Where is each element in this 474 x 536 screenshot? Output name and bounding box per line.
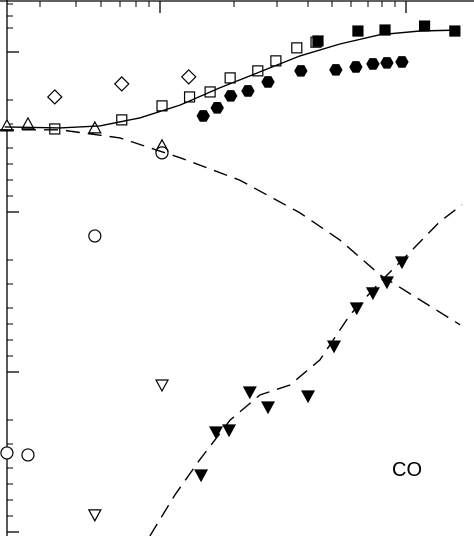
marker: [242, 386, 257, 400]
marker: [326, 340, 342, 354]
marker: [0, 118, 14, 132]
annotation: CO: [392, 459, 422, 481]
marker: [87, 120, 102, 134]
marker: [224, 72, 236, 84]
marker: [395, 56, 409, 68]
marker: [312, 35, 324, 47]
marker: [183, 91, 196, 103]
marker: [394, 256, 409, 270]
marker: [113, 76, 130, 92]
marker: [154, 379, 170, 393]
marker: [291, 42, 303, 54]
marker: [46, 89, 63, 105]
marker: [349, 61, 363, 73]
marker: [261, 76, 275, 88]
marker: [379, 276, 394, 290]
marker: [418, 20, 431, 32]
marker: [329, 64, 343, 76]
marker: [208, 426, 223, 440]
marker: [224, 90, 238, 102]
marker: [196, 110, 210, 122]
fit-line: [4, 29, 461, 129]
marker: [241, 85, 255, 97]
marker: [210, 102, 224, 114]
marker: [87, 509, 102, 523]
marker: [180, 69, 197, 85]
marker: [449, 25, 461, 37]
marker: [301, 390, 316, 404]
marker: [260, 401, 276, 415]
marker: [366, 58, 380, 70]
marker: [20, 116, 35, 130]
marker: [49, 123, 61, 135]
marker: [88, 229, 102, 243]
marker: [352, 25, 364, 37]
marker: [21, 448, 35, 462]
marker: [380, 57, 394, 69]
marker: [222, 424, 237, 438]
marker: [116, 114, 128, 126]
marker: [294, 65, 308, 77]
marker: [155, 146, 169, 160]
marker: [0, 446, 14, 460]
marker: [194, 469, 209, 483]
marker: [379, 24, 391, 36]
fit-line: [149, 204, 463, 536]
fit-line: [0, 129, 461, 326]
